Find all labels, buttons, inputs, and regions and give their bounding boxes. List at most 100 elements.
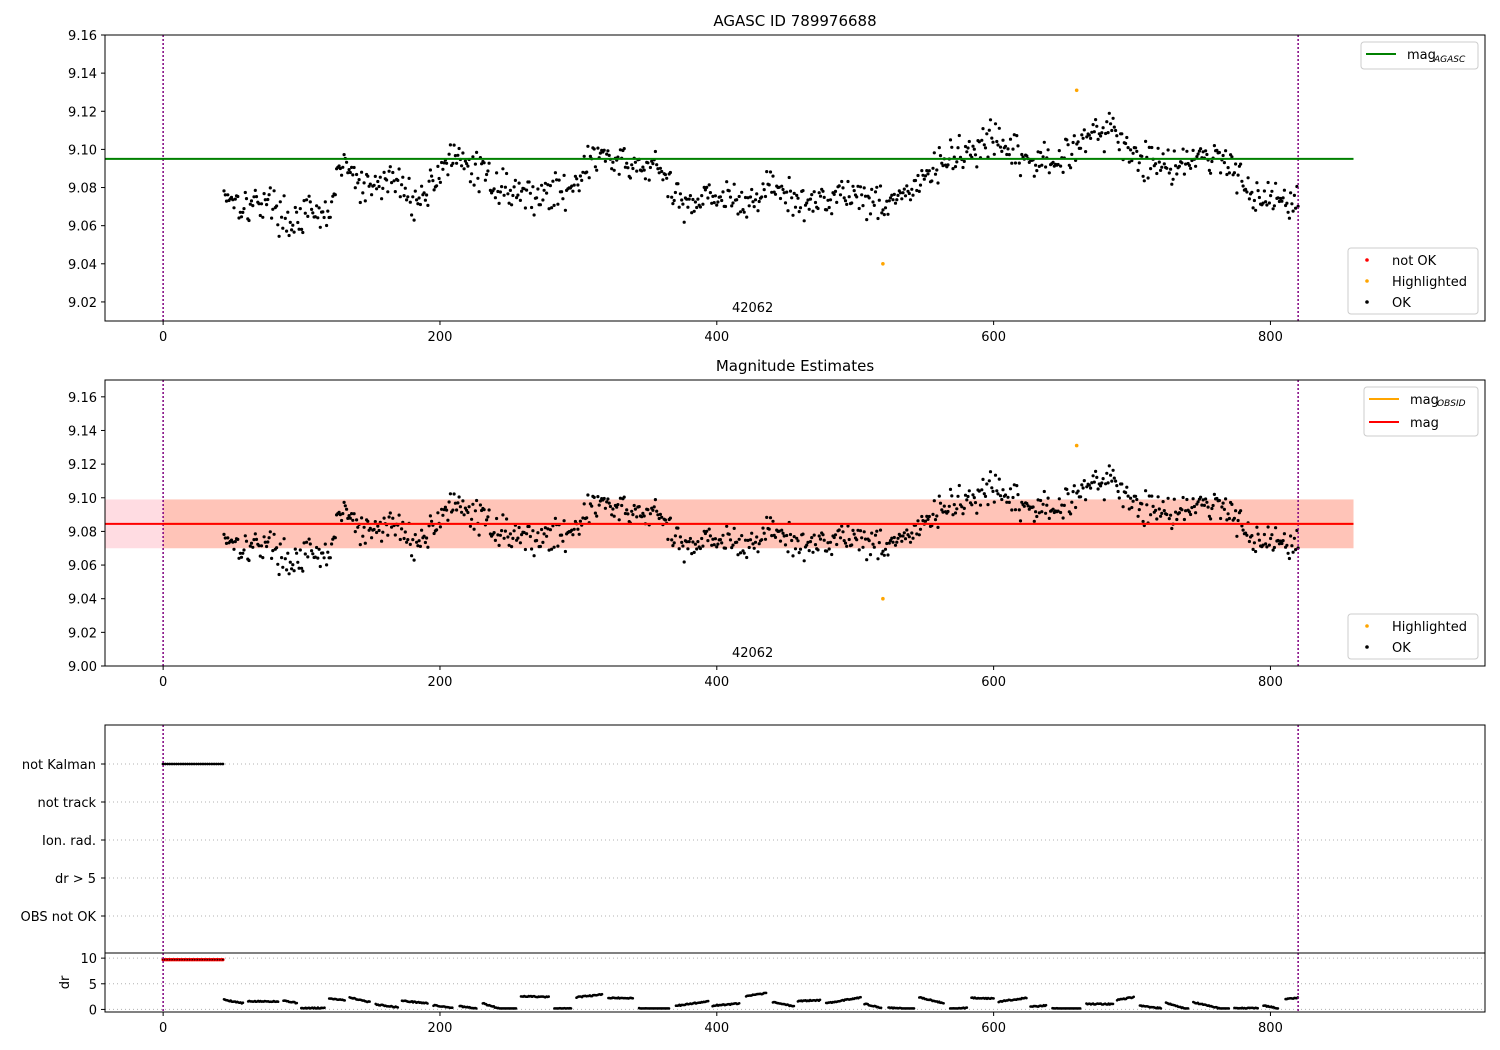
ok-point <box>630 509 634 513</box>
ok-point <box>370 193 374 197</box>
ok-point <box>343 504 347 508</box>
ok-point <box>301 230 305 235</box>
ok-point <box>355 172 359 177</box>
ok-point <box>403 530 407 534</box>
ok-point <box>442 161 446 165</box>
ok-point <box>1185 149 1189 153</box>
ok-point <box>1272 204 1276 208</box>
ok-point <box>1084 498 1088 502</box>
ok-point <box>510 545 514 549</box>
ok-point <box>837 528 841 532</box>
ok-point <box>376 179 380 184</box>
ok-point <box>1167 171 1171 175</box>
ok-point <box>617 518 621 522</box>
ok-point <box>653 498 658 502</box>
ok-point <box>907 535 911 539</box>
ok-point <box>1235 534 1239 538</box>
ok-point <box>718 195 723 199</box>
category-label: OBS not OK <box>21 910 97 925</box>
ok-point <box>706 196 710 200</box>
ok-point <box>1066 492 1070 496</box>
ok-point <box>1032 519 1036 524</box>
ok-point <box>375 530 379 535</box>
ok-point <box>337 164 341 168</box>
ok-point <box>692 209 696 213</box>
ok-point <box>700 194 704 198</box>
ok-point <box>996 492 1000 496</box>
ok-point <box>313 555 317 559</box>
ok-point <box>224 199 229 203</box>
ok-point <box>1085 485 1089 489</box>
ok-point <box>1162 162 1166 166</box>
ok-point <box>560 533 564 537</box>
ok-point <box>905 528 909 532</box>
ok-point <box>381 530 385 534</box>
ok-point <box>1167 517 1171 521</box>
ok-point <box>1287 216 1291 220</box>
ok-point <box>598 499 603 503</box>
ok-point <box>737 194 741 199</box>
ok-point <box>243 534 247 538</box>
ok-point <box>760 195 764 199</box>
ok-point <box>901 191 905 195</box>
ok-point <box>702 185 706 189</box>
ok-point <box>1066 143 1070 147</box>
ok-point <box>427 179 431 183</box>
ok-point <box>1227 171 1231 175</box>
ok-point <box>1106 481 1110 485</box>
ok-point <box>1191 497 1195 501</box>
dr-point <box>569 1007 573 1010</box>
ok-point <box>1217 150 1221 155</box>
ok-point <box>415 540 419 544</box>
ok-point <box>1006 495 1010 499</box>
ok-point <box>318 564 322 569</box>
dr-point <box>1159 1007 1163 1010</box>
ok-point <box>936 525 940 530</box>
ok-point <box>1114 128 1118 133</box>
ok-point <box>660 515 664 519</box>
ok-point <box>745 555 749 560</box>
ok-point <box>611 160 615 164</box>
ok-point <box>532 213 536 217</box>
ok-point <box>1230 502 1234 506</box>
x-tick-label: 200 <box>428 1021 453 1036</box>
ok-point <box>886 212 890 216</box>
ok-point <box>663 518 668 522</box>
ok-point <box>1047 171 1051 175</box>
ok-point <box>460 510 464 514</box>
ok-point <box>763 537 768 541</box>
ok-point <box>981 477 985 481</box>
ok-point <box>700 536 704 541</box>
ok-point <box>602 496 606 501</box>
ok-point <box>466 164 470 168</box>
ok-point <box>1154 162 1158 166</box>
ok-point <box>680 540 684 545</box>
ok-point <box>855 195 859 199</box>
ok-point <box>966 494 970 499</box>
ok-point <box>963 493 968 497</box>
ok-point <box>553 516 558 521</box>
ok-point <box>517 525 521 530</box>
ok-point <box>1150 145 1154 150</box>
ok-point <box>735 198 739 202</box>
ok-point <box>607 153 611 157</box>
ok-point <box>1182 517 1186 522</box>
ok-point <box>786 209 790 213</box>
ok-point <box>975 511 979 515</box>
ok-point <box>1241 528 1245 532</box>
ok-point <box>362 181 366 185</box>
ok-point <box>531 185 535 189</box>
ok-point <box>397 513 401 517</box>
dr-point <box>792 1004 796 1008</box>
ok-point <box>705 185 709 189</box>
ok-point <box>530 205 534 210</box>
ok-point <box>992 152 996 156</box>
ok-point <box>535 538 539 543</box>
ok-point <box>1090 130 1094 134</box>
ok-point <box>998 145 1003 149</box>
ok-point <box>416 202 420 206</box>
ok-point <box>1147 494 1151 498</box>
ok-point <box>988 118 993 122</box>
ok-point <box>618 496 623 500</box>
not-kalman-point <box>179 762 183 766</box>
